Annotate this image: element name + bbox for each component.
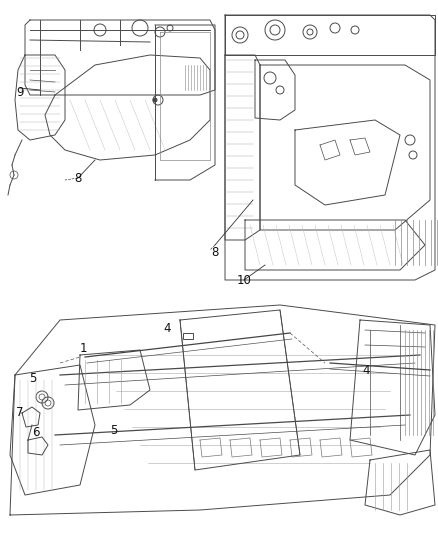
Text: 8: 8	[211, 246, 219, 259]
Text: 8: 8	[74, 172, 82, 184]
Text: 4: 4	[362, 365, 370, 377]
Bar	[183, 333, 193, 339]
Text: 4: 4	[163, 322, 171, 335]
Circle shape	[153, 98, 157, 102]
Text: 5: 5	[110, 424, 118, 437]
Text: 10: 10	[237, 273, 251, 287]
Text: 7: 7	[16, 407, 24, 419]
Text: 6: 6	[32, 425, 40, 439]
Text: 5: 5	[29, 372, 37, 384]
Text: 1: 1	[79, 342, 87, 354]
Text: 9: 9	[16, 85, 24, 99]
